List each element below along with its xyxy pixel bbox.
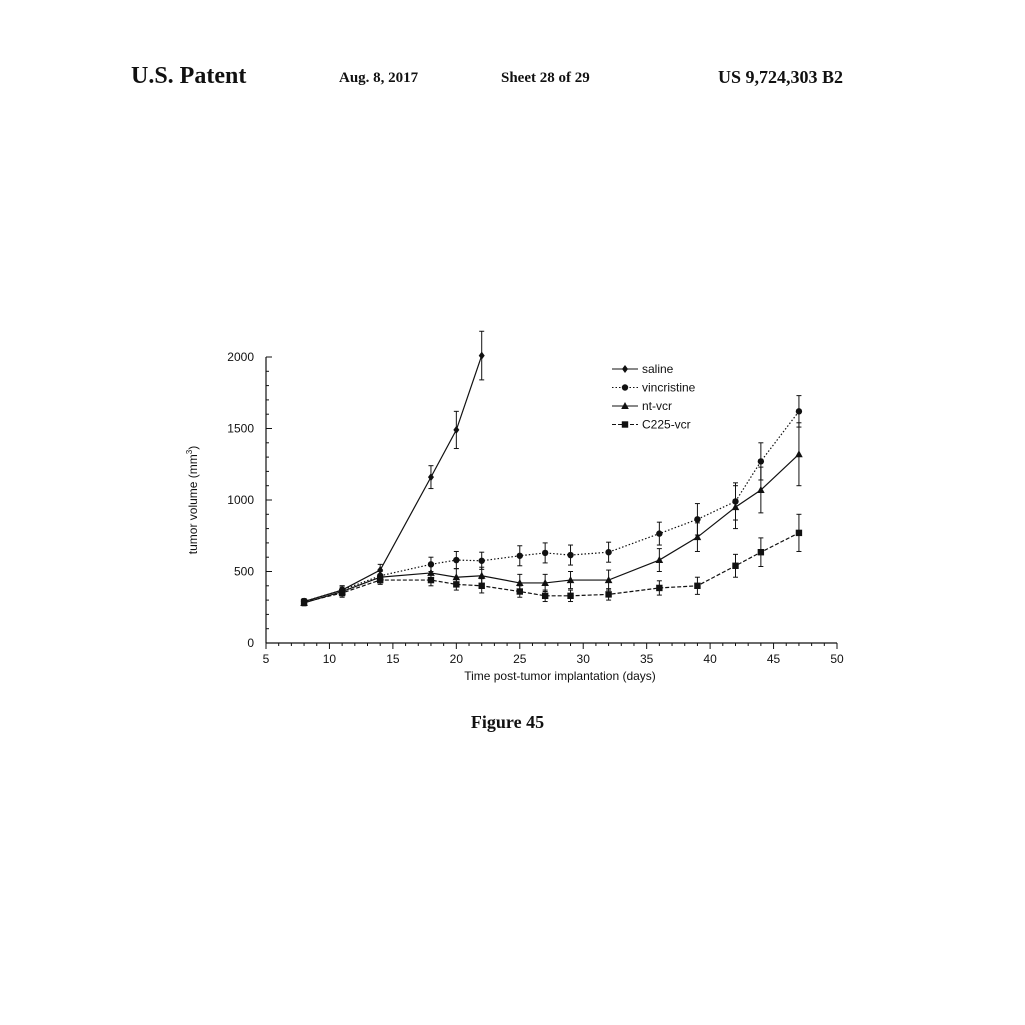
patent-date: Aug. 8, 2017 xyxy=(339,70,419,86)
data-point xyxy=(795,529,803,537)
series-line xyxy=(303,355,483,603)
data-point xyxy=(478,582,485,589)
legend: saline vincristine nt-vcr C225-vcr xyxy=(612,362,696,432)
y-tick-label: 500 xyxy=(234,565,254,579)
data-point xyxy=(427,473,434,482)
series-layer xyxy=(300,330,803,607)
data-point xyxy=(757,548,765,556)
series-nt-vcr xyxy=(300,422,803,607)
data-point xyxy=(693,533,702,541)
x-tick-label: 40 xyxy=(703,652,717,666)
legend-item-saline: saline xyxy=(612,362,674,376)
series-vincristine xyxy=(300,395,803,605)
legend-label: nt-vcr xyxy=(642,399,672,413)
data-point xyxy=(516,588,523,595)
data-point xyxy=(655,556,664,564)
data-point xyxy=(604,576,613,584)
data-point xyxy=(656,530,663,537)
data-point xyxy=(732,562,739,569)
legend-label: C225-vcr xyxy=(642,418,691,432)
y-tick-label: 1500 xyxy=(227,422,254,436)
data-point xyxy=(567,551,574,559)
data-point xyxy=(453,425,460,434)
data-point xyxy=(300,599,308,606)
data-point xyxy=(478,557,485,564)
data-point xyxy=(516,552,523,559)
data-point xyxy=(605,591,612,598)
data-point xyxy=(757,485,765,493)
y-tick-label: 2000 xyxy=(227,350,254,364)
x-tick-label: 10 xyxy=(323,652,337,666)
legend-label: saline xyxy=(642,362,674,376)
data-point xyxy=(453,556,460,564)
data-point xyxy=(338,589,346,597)
data-point xyxy=(656,584,663,592)
y-tick-label: 0 xyxy=(247,636,254,650)
data-point xyxy=(757,458,765,465)
x-tick-label: 5 xyxy=(263,652,270,666)
x-tick-label: 35 xyxy=(640,652,654,666)
data-point xyxy=(795,408,803,415)
y-tick-label: 1000 xyxy=(227,493,254,507)
series-c225-vcr xyxy=(300,513,803,606)
data-point xyxy=(605,548,612,556)
legend-marker xyxy=(621,421,629,428)
data-point xyxy=(515,578,524,586)
x-axis-label: Time post-tumor implantation (days) xyxy=(464,669,656,683)
data-point xyxy=(694,516,701,523)
legend-marker xyxy=(622,365,628,373)
x-tick-label: 50 xyxy=(830,652,844,666)
x-tick-label: 25 xyxy=(513,652,527,666)
data-point xyxy=(477,571,486,579)
x-tick-label: 30 xyxy=(577,652,591,666)
series-line xyxy=(303,532,800,603)
sheet-number: Sheet 28 of 29 xyxy=(501,70,590,86)
data-point xyxy=(453,581,460,588)
data-point xyxy=(478,351,485,360)
data-point xyxy=(427,576,435,584)
x-tick-label: 20 xyxy=(450,652,464,666)
figure-caption-text: Figure 45 xyxy=(470,712,545,732)
patent-label: U.S. Patent xyxy=(131,63,247,89)
data-point xyxy=(795,450,803,458)
y-axis-label-close: ) xyxy=(186,446,200,450)
legend-marker xyxy=(621,402,629,409)
data-point xyxy=(541,549,549,557)
legend-item-c225-vcr: C225-vcr xyxy=(612,418,691,432)
data-point xyxy=(541,578,549,586)
x-tick-label: 15 xyxy=(386,652,400,666)
patent-number: US 9,724,303 B2 xyxy=(718,67,844,87)
series-saline xyxy=(301,330,485,606)
data-point xyxy=(377,576,384,584)
legend-label: vincristine xyxy=(642,381,696,395)
legend-item-nt-vcr: nt-vcr xyxy=(612,399,672,413)
data-point xyxy=(566,576,575,584)
data-point xyxy=(694,582,701,589)
series-line xyxy=(303,410,800,603)
data-point xyxy=(541,592,549,600)
data-point xyxy=(731,503,740,511)
y-axis-label-text: tumor volume (mm xyxy=(186,454,200,554)
figure-caption: Figure 45 xyxy=(0,712,1025,733)
y-axis-label: tumor volume (mm3) xyxy=(185,446,200,554)
legend-item-vincristine: vincristine xyxy=(612,381,696,395)
x-tick-label: 45 xyxy=(767,652,781,666)
y-axis-label-sup: 3 xyxy=(185,449,194,454)
data-point xyxy=(567,592,574,600)
legend-marker xyxy=(621,384,629,391)
